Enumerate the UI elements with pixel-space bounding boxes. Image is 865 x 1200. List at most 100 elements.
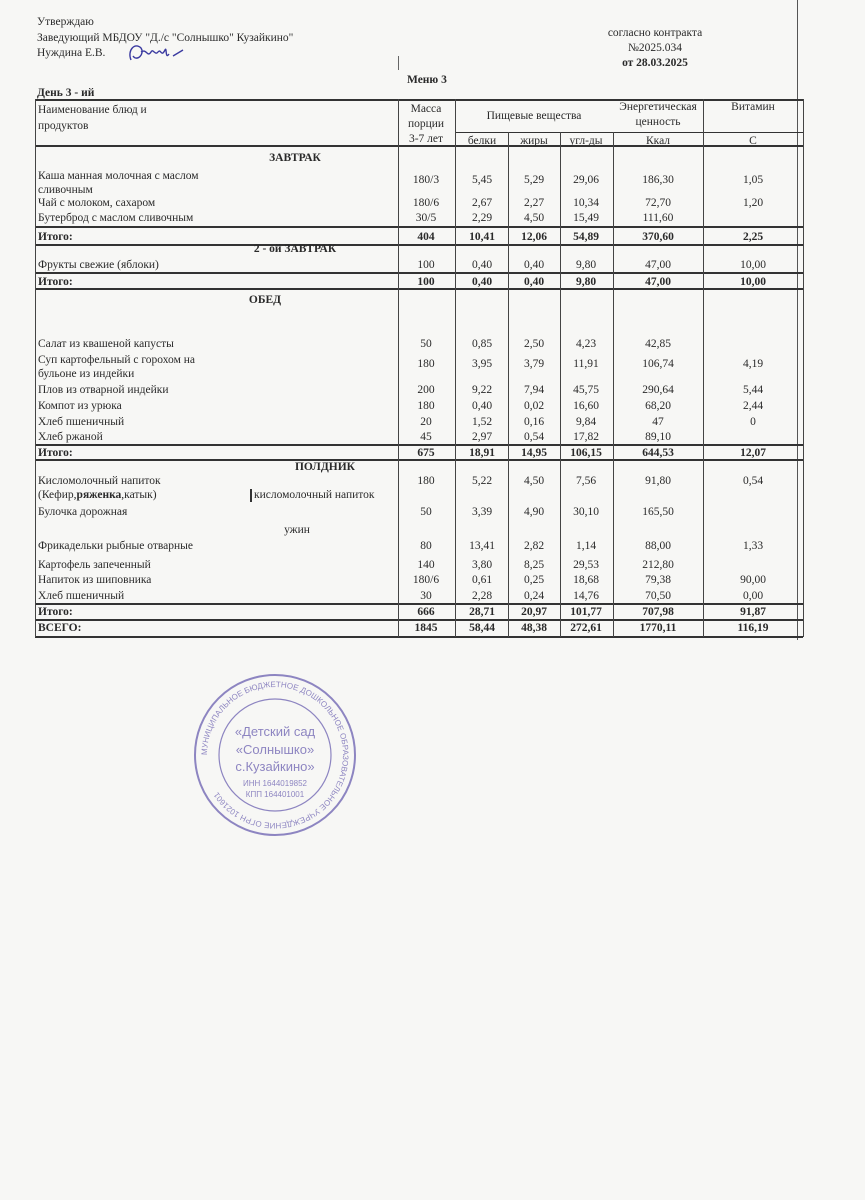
total-value: 91,87 <box>740 606 766 618</box>
section-title: ЗАВТРАК <box>269 152 321 164</box>
signature <box>129 45 184 61</box>
section-title: ПОЛДНИК <box>294 461 356 473</box>
total-value: 12,06 <box>521 231 547 243</box>
dish-value: 30/5 <box>415 212 437 224</box>
dish-value: 140 <box>417 559 435 571</box>
total-value: 47,00 <box>645 276 671 288</box>
dish-value: 2,82 <box>523 540 545 552</box>
dish-value: 42,85 <box>645 338 671 350</box>
dish-value: 5,45 <box>471 174 493 186</box>
dish-name: сливочным <box>38 184 93 196</box>
dish-name: Хлеб ржаной <box>38 431 103 443</box>
head-title: Заведующий МБДОУ "Д./с "Солнышко" Кузайк… <box>37 32 294 44</box>
dish-value: 0,54 <box>742 475 764 487</box>
total-value: 644,53 <box>642 447 674 459</box>
dish-value: 186,30 <box>642 174 674 186</box>
dish-value: 106,74 <box>642 358 674 370</box>
dish-value: 5,22 <box>471 475 493 487</box>
dish-value: 1,05 <box>742 174 764 186</box>
day-label: День 3 - ий <box>37 87 95 99</box>
column-kcal: Ккал <box>645 135 671 147</box>
dish-name: Компот из урюка <box>38 400 122 412</box>
dish-value: 68,20 <box>645 400 671 412</box>
dish-value: 3,95 <box>471 358 493 370</box>
dish-value: 0 <box>750 416 756 428</box>
column-rule <box>703 99 704 637</box>
dish-value: 30,10 <box>573 506 599 518</box>
column-nutrients: Пищевые вещества <box>486 110 582 122</box>
dish-value: 4,19 <box>742 358 764 370</box>
column-vitamin: Витамин <box>731 101 775 113</box>
total-value: 404 <box>417 231 435 243</box>
column-rule <box>398 99 399 637</box>
dish-value: 7,94 <box>523 384 545 396</box>
dish-name: Напиток из шиповника <box>38 574 152 586</box>
total-value: 20,97 <box>521 606 547 618</box>
dish-value: 45,75 <box>573 384 599 396</box>
dish-value: 290,64 <box>642 384 674 396</box>
dish-value: 1,33 <box>742 540 764 552</box>
column-protein: белки <box>467 135 497 147</box>
dish-value: 2,29 <box>471 212 493 224</box>
dish-value: 0,24 <box>523 590 545 602</box>
total-label: Итого: <box>38 276 73 288</box>
dish-name: Бутерброд с маслом сливочным <box>38 212 194 224</box>
dish-name: Картофель запеченный <box>38 559 151 571</box>
dish-value: 200 <box>417 384 435 396</box>
table-rule <box>35 226 803 228</box>
dish-value: 3,80 <box>471 559 493 571</box>
dish-value: 2,67 <box>471 197 493 209</box>
total-value: 101,77 <box>570 606 602 618</box>
total-label: Итого: <box>38 606 73 618</box>
column-fat: жиры <box>520 135 548 147</box>
dish-value: 90,00 <box>740 574 766 586</box>
column-mass: 3-7 лет <box>408 133 444 145</box>
dish-value: 50 <box>420 338 432 350</box>
contract-date: от 28.03.2025 <box>622 57 688 69</box>
dish-value: 13,41 <box>469 540 495 552</box>
dish-value: 15,49 <box>573 212 599 224</box>
dish-value: 1,20 <box>742 197 764 209</box>
dish-value: 0,16 <box>523 416 545 428</box>
column-rule <box>455 99 456 637</box>
menu-title: Меню 3 <box>407 74 447 86</box>
dish-name: Плов из отварной индейки <box>38 384 169 396</box>
dish-value: 180/3 <box>412 174 440 186</box>
total-value: 0,40 <box>523 276 545 288</box>
dish-name: Фрукты свежие (яблоки) <box>38 259 159 271</box>
dish-value: 17,82 <box>573 431 599 443</box>
table-rule <box>35 288 803 290</box>
total-label: Итого: <box>38 447 73 459</box>
column-mass: порции <box>407 118 445 130</box>
dish-value: 0,85 <box>471 338 493 350</box>
contract-line1: согласно контракта <box>607 27 703 39</box>
dish-value: 4,23 <box>575 338 597 350</box>
dish-value: 14,76 <box>573 590 599 602</box>
dish-value: 45 <box>420 431 432 443</box>
dish-value: 50 <box>420 506 432 518</box>
dish-value: 100 <box>417 259 435 271</box>
dish-value: 0,02 <box>523 400 545 412</box>
dish-value: 4,50 <box>523 475 545 487</box>
dish-value: 212,80 <box>642 559 674 571</box>
total-value: 2,25 <box>742 231 764 243</box>
subheader-rule <box>455 132 803 133</box>
contract-number: №2025.034 <box>627 42 683 54</box>
grand-total-value: 116,19 <box>737 622 769 634</box>
table-rule <box>35 272 803 274</box>
column-energy: Энергетическая <box>619 101 697 113</box>
dish-value: 9,80 <box>575 259 597 271</box>
dish-value: 10,00 <box>740 259 766 271</box>
dish-value: 47,00 <box>645 259 671 271</box>
grand-total-value: 58,44 <box>469 622 495 634</box>
column-mass: Масса <box>410 103 442 115</box>
dish-value: 20 <box>420 416 432 428</box>
dish-value: 0,61 <box>471 574 493 586</box>
dish-value: 180 <box>417 475 435 487</box>
approve-label: Утверждаю <box>37 16 94 28</box>
dish-value: 7,56 <box>575 475 597 487</box>
dish-value: 111,60 <box>642 212 674 224</box>
total-value: 666 <box>417 606 435 618</box>
table-rule <box>35 244 803 246</box>
grand-total-label: ВСЕГО: <box>38 622 82 634</box>
